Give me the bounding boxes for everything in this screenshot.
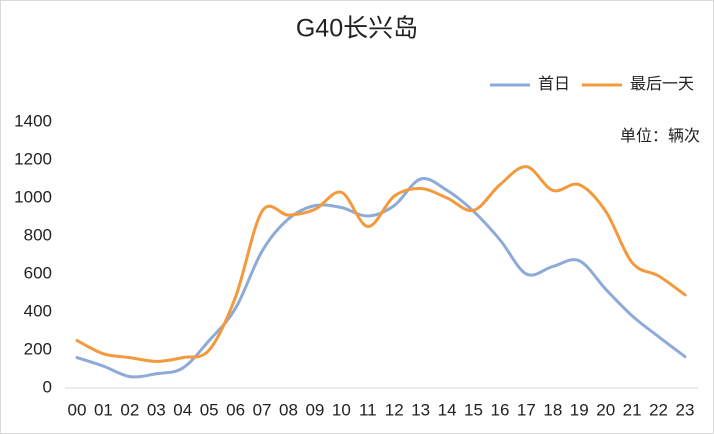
x-tick-label: 14 [438, 400, 457, 419]
y-tick-label: 1000 [14, 187, 52, 206]
x-tick-label: 05 [200, 400, 219, 419]
x-tick-label: 06 [226, 400, 245, 419]
x-tick-label: 00 [68, 400, 87, 419]
x-tick-label: 12 [385, 400, 404, 419]
x-tick-label: 22 [649, 400, 668, 419]
x-tick-label: 07 [253, 400, 272, 419]
x-tick-label: 18 [543, 400, 562, 419]
chart-title: G40长兴岛 [296, 15, 418, 43]
unit-annotation: 单位：辆次 [620, 127, 700, 145]
x-tick-label: 16 [490, 400, 509, 419]
y-tick-label: 200 [24, 339, 52, 358]
y-tick-label: 800 [24, 225, 52, 244]
y-tick-label: 600 [24, 263, 52, 282]
x-tick-label: 23 [676, 400, 695, 419]
x-tick-label: 04 [173, 400, 192, 419]
legend-label: 首日 [538, 75, 570, 93]
x-tick-label: 19 [570, 400, 589, 419]
x-tick-label: 17 [517, 400, 536, 419]
x-tick-label: 11 [359, 400, 377, 419]
x-tick-label: 10 [332, 400, 351, 419]
y-tick-label: 1400 [14, 111, 52, 130]
x-tick-label: 15 [464, 400, 483, 419]
y-tick-label: 400 [24, 301, 52, 320]
x-tick-label: 20 [596, 400, 615, 419]
x-tick-label: 08 [279, 400, 298, 419]
x-tick-label: 13 [411, 400, 430, 419]
x-tick-label: 01 [94, 400, 113, 419]
y-tick-label: 0 [43, 377, 52, 396]
y-tick-label: 1200 [14, 149, 52, 168]
series-line [75, 165, 687, 363]
x-tick-label: 21 [623, 400, 642, 419]
x-tick-label: 02 [120, 400, 139, 419]
legend-label: 最后一天 [630, 75, 694, 93]
x-tick-label: 03 [147, 400, 166, 419]
x-tick-label: 09 [305, 400, 324, 419]
